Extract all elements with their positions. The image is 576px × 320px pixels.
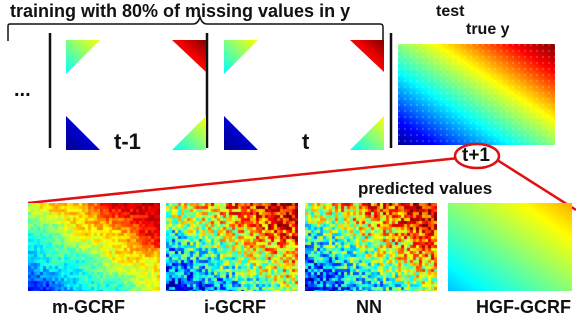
ellipsis: ... [14,79,31,101]
method-label-i-gcrf: i-GCRF [204,297,266,317]
frame-label-t: t [302,129,310,154]
callout-line-left [27,156,460,205]
true-y-label: true y [466,21,510,38]
i-gcrf-heatmap [166,203,298,291]
t-corner-top-right [350,40,384,72]
t-corner-bottom-right [350,116,384,150]
t-plus-1-label: t+1 [462,145,490,166]
test-heading: test [436,3,465,20]
t-1-corner-bottom-left [66,116,100,150]
method-label-m-gcrf: m-GCRF [52,297,125,317]
t-1-corner-top-left [66,40,100,74]
method-label-hgf-gcrf: HGF-GCRF [476,297,571,317]
t-corner-top-left [224,40,258,74]
method-label-nn: NN [356,297,382,317]
nn-heatmap [305,203,437,291]
training-bracket [7,14,384,41]
frame-label-t-minus-1: t-1 [114,129,141,154]
t-plus-1-highlight [453,142,501,170]
t-corner-bottom-left [224,116,258,150]
t-1-corner-bottom-right [172,116,206,150]
predicted-values-heading: predicted values [358,179,493,198]
hgf-gcrf-heatmap [448,203,572,291]
callout-line-right [493,156,576,212]
m-gcrf-heatmap [28,203,160,291]
t-1-corner-top-right [172,40,206,72]
training-heading: training with 80% of missing values in y [10,1,351,21]
